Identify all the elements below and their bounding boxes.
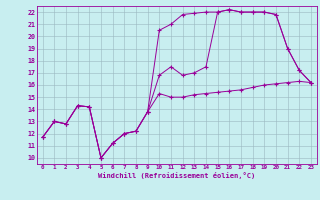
X-axis label: Windchill (Refroidissement éolien,°C): Windchill (Refroidissement éolien,°C) — [98, 172, 255, 179]
